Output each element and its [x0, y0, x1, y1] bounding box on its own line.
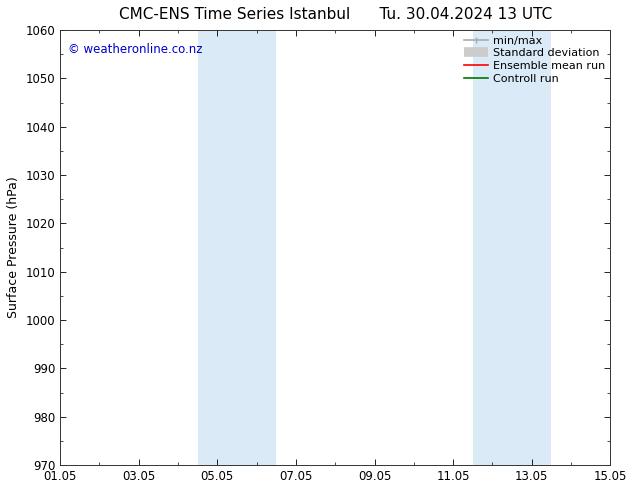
Title: CMC-ENS Time Series Istanbul      Tu. 30.04.2024 13 UTC: CMC-ENS Time Series Istanbul Tu. 30.04.2…: [119, 7, 552, 22]
Y-axis label: Surface Pressure (hPa): Surface Pressure (hPa): [7, 177, 20, 318]
Legend: min/max, Standard deviation, Ensemble mean run, Controll run: min/max, Standard deviation, Ensemble me…: [462, 33, 607, 86]
Bar: [473, 30, 552, 465]
Bar: [198, 30, 276, 465]
Text: © weatheronline.co.nz: © weatheronline.co.nz: [68, 43, 203, 56]
